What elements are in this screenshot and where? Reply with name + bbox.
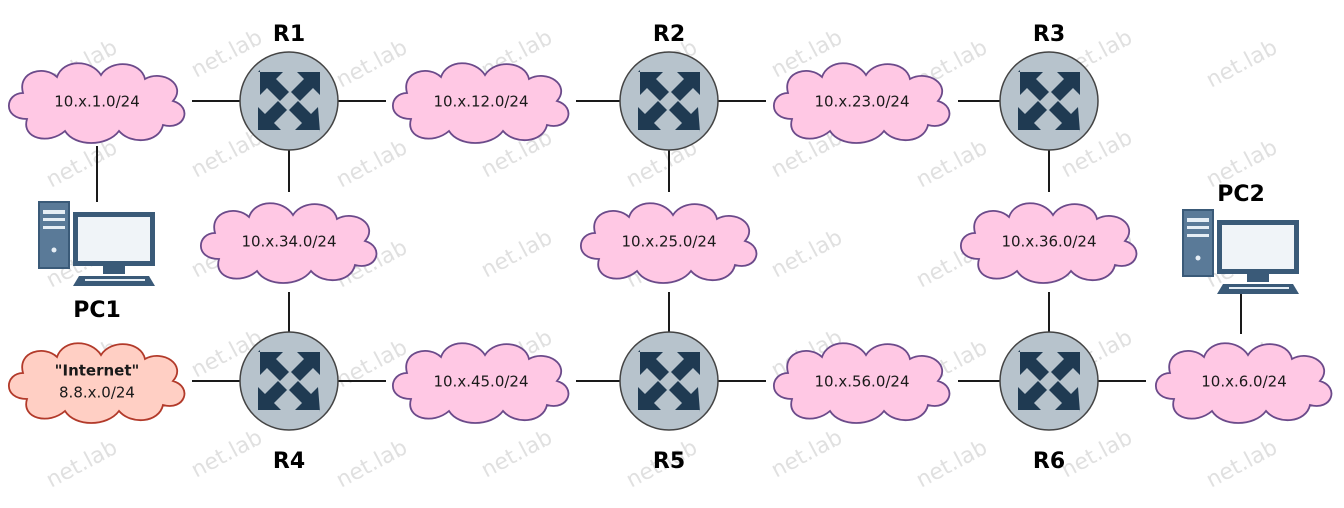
router-label-r3: R3: [1033, 22, 1065, 47]
router-icon-r4: [239, 331, 339, 431]
router-label-r4: R4: [273, 449, 305, 474]
watermark-text: net.lab: [42, 435, 121, 493]
pc-icon-pc2: [1182, 209, 1300, 295]
watermark-text: net.lab: [332, 435, 411, 493]
router-icon-r1: [239, 51, 339, 151]
network-label-n36: 10.x.36.0/24: [1001, 233, 1096, 251]
network-label-n1: 10.x.1.0/24: [54, 93, 140, 111]
pc-label-pc2: PC2: [1217, 182, 1265, 207]
watermark-text: net.lab: [477, 225, 556, 283]
router-icon-r3: [999, 51, 1099, 151]
network-label-n56: 10.x.56.0/24: [814, 373, 909, 391]
watermark-text: net.lab: [912, 435, 991, 493]
network-label-n23: 10.x.23.0/24: [814, 93, 909, 111]
watermark-text: net.lab: [1202, 435, 1281, 493]
router-label-r1: R1: [273, 22, 305, 47]
router-icon-r6: [999, 331, 1099, 431]
watermark-text: net.lab: [912, 135, 991, 193]
watermark-text: net.lab: [332, 135, 411, 193]
router-label-r6: R6: [1033, 449, 1065, 474]
router-label-r5: R5: [653, 449, 685, 474]
network-label-n34: 10.x.34.0/24: [241, 233, 336, 251]
network-label-n6: 10.x.6.0/24: [1201, 373, 1287, 391]
network-label-n25: 10.x.25.0/24: [621, 233, 716, 251]
watermark-text: net.lab: [767, 425, 846, 483]
watermark-text: net.lab: [187, 425, 266, 483]
watermark-text: net.lab: [477, 425, 556, 483]
router-icon-r2: [619, 51, 719, 151]
router-icon-r5: [619, 331, 719, 431]
router-label-r2: R2: [653, 22, 685, 47]
watermark-text: net.lab: [767, 225, 846, 283]
pc-label-pc1: PC1: [73, 298, 121, 323]
watermark-text: net.lab: [42, 135, 121, 193]
watermark-text: net.lab: [1057, 425, 1136, 483]
watermark-text: net.lab: [1202, 35, 1281, 93]
watermark-text: net.lab: [332, 35, 411, 93]
network-label-n45: 10.x.45.0/24: [433, 373, 528, 391]
internet-name-label: "Internet": [55, 362, 140, 380]
internet-network-label: 8.8.x.0/24: [59, 384, 135, 402]
network-label-n12: 10.x.12.0/24: [433, 93, 528, 111]
links: [96, 100, 1242, 382]
